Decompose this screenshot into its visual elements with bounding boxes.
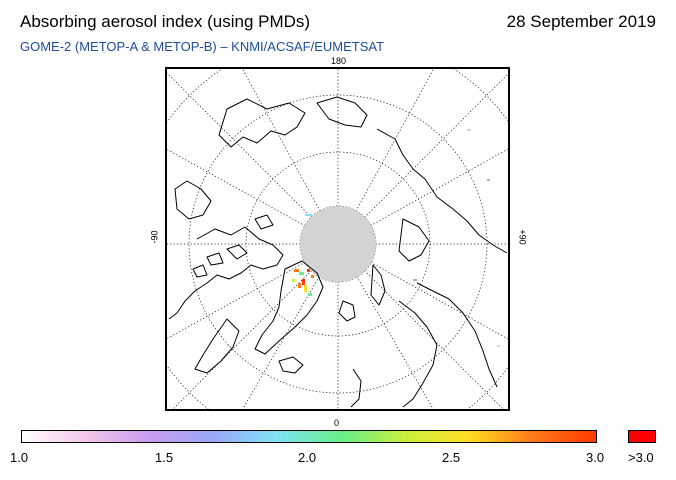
aerosol-pixel <box>443 139 446 141</box>
polar-map <box>165 67 510 411</box>
colorbar-tick-label: 2.5 <box>442 450 461 465</box>
coastline-canada-islands <box>192 214 274 278</box>
coastline-hudson <box>174 180 212 220</box>
coastline-chukotka <box>316 96 368 128</box>
map-title: Absorbing aerosol index (using PMDs) <box>20 12 311 31</box>
aerosol-pixel <box>487 179 490 181</box>
aerosol-pixel <box>299 272 304 275</box>
meridian <box>337 73 508 245</box>
colorbar-tick-label: 1.0 <box>10 450 29 465</box>
aerosol-pixel <box>497 345 500 347</box>
longitude-label-left: -90 <box>149 230 160 244</box>
coastline-russia-north <box>416 282 498 388</box>
aerosol-pixel <box>302 279 305 285</box>
longitude-label-top: 180 <box>331 56 347 66</box>
aerosol-pixels <box>227 129 500 347</box>
aerosol-pixel <box>307 269 310 272</box>
aerosol-pixel <box>311 275 314 278</box>
aerosol-pixel <box>294 269 299 272</box>
colorbar <box>21 430 597 443</box>
coastline-alaska <box>218 98 306 148</box>
coastline-scandinavia <box>398 300 438 408</box>
longitude-label-right: +90 <box>517 229 528 245</box>
no-data-polar-cap <box>300 206 376 282</box>
coastline-taymyr <box>398 218 430 262</box>
colorbar-overflow-label: >3.0 <box>628 450 654 465</box>
colorbar-tick-label: 3.0 <box>586 450 605 465</box>
aerosol-pixel <box>292 279 295 282</box>
coastline-canada <box>168 226 284 320</box>
coastline-iceland <box>278 356 304 374</box>
coastline-uk <box>350 368 362 408</box>
aerosol-pixel <box>227 345 230 347</box>
map-subtitle: GOME-2 (METOP-A & METOP-B) – KNMI/ACSAF/… <box>20 39 385 54</box>
colorbar-overflow-box <box>628 430 656 443</box>
coastline-novaya-zemlya <box>370 264 386 306</box>
coastline-svalbard <box>338 300 356 322</box>
coastline-siberia <box>376 128 508 254</box>
map-date: 28 September 2019 <box>506 12 656 31</box>
aerosol-pixel <box>467 129 471 131</box>
longitude-label-bottom: 0 <box>334 418 340 428</box>
aerosol-pixel <box>308 293 312 296</box>
aerosol-pixel <box>413 279 417 281</box>
colorbar-tick-label: 1.5 <box>155 450 174 465</box>
colorbar-tick-label: 2.0 <box>298 450 317 465</box>
polar-map-svg <box>167 69 508 409</box>
aerosol-pixel <box>298 283 301 288</box>
meridian <box>337 243 504 409</box>
aerosol-pixel <box>304 285 307 292</box>
coastline-greenland <box>254 260 324 355</box>
coastline-labrador <box>194 318 240 374</box>
latitude-circle <box>188 94 488 394</box>
coastlines <box>168 96 508 408</box>
aerosol-pixel <box>305 214 312 216</box>
